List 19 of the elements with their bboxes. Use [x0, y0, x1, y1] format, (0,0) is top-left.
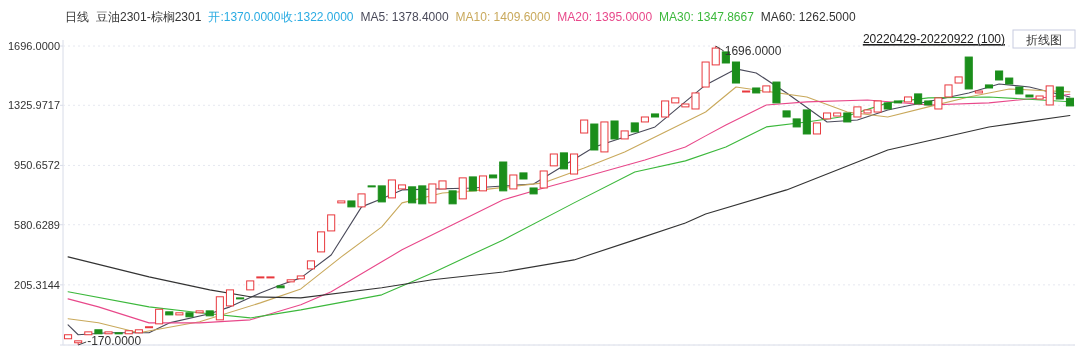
text: MA20: 1395.0000: [557, 10, 653, 24]
y-tick-label: 950.6572: [14, 159, 60, 172]
text: MA60: 1262.5000: [760, 10, 856, 24]
y-tick-label: 205.3144: [14, 278, 60, 291]
annotation: 折线图: [1026, 32, 1062, 47]
text: 开:1370.0000: [208, 10, 281, 24]
text: MA5: 1378.4000: [360, 10, 449, 24]
chart-title: 日线: [65, 10, 89, 24]
text: MA10: 1409.6000: [455, 10, 551, 24]
annotation: 20220429-20220922 (100): [862, 32, 1005, 46]
y-tick-label: 580.6289: [14, 218, 60, 231]
y-tick-label: 1325.9717: [8, 99, 60, 112]
chart-subtitle: 豆油2301-棕榈2301: [96, 10, 202, 24]
y-tick-label: 1696.0000: [8, 40, 60, 52]
annotation: -170.0000: [87, 334, 142, 346]
text: MA30: 1347.8667: [659, 10, 755, 24]
text: 收:1322.0000: [281, 10, 354, 24]
annotation: 1696.0000: [724, 44, 782, 58]
line-series: [67, 114, 1071, 299]
